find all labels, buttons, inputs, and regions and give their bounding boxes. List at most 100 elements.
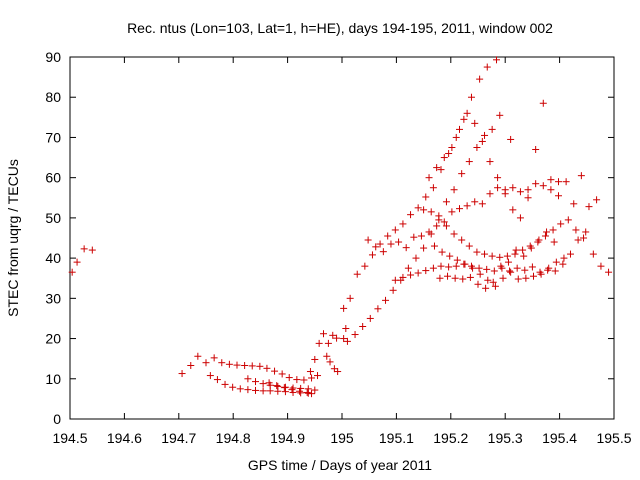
x-tick-label: 194.7 xyxy=(161,430,196,446)
data-point xyxy=(429,184,437,192)
data-point xyxy=(494,184,502,192)
data-point xyxy=(507,135,515,143)
data-point xyxy=(483,63,491,71)
data-point xyxy=(589,250,597,258)
data-point xyxy=(522,274,530,282)
data-point xyxy=(532,146,540,154)
data-point xyxy=(471,198,479,206)
data-point xyxy=(483,265,491,273)
data-point xyxy=(463,202,471,210)
data-point xyxy=(509,184,517,192)
data-point xyxy=(248,362,256,370)
data-point xyxy=(453,256,461,264)
x-tick-label: 195.5 xyxy=(596,430,631,446)
data-point xyxy=(496,253,504,261)
data-point xyxy=(524,186,532,194)
data-point xyxy=(486,158,494,166)
x-axis-ticks: 194.5 194.6 194.7 194.8 194.9 195 195.1 195.2 19… xyxy=(52,57,632,446)
data-point xyxy=(68,268,76,276)
data-point xyxy=(320,330,328,338)
x-tick-label: 194.8 xyxy=(216,430,251,446)
data-point xyxy=(605,268,613,276)
data-point xyxy=(484,276,492,284)
data-point xyxy=(440,154,448,162)
data-point xyxy=(425,174,433,182)
data-point xyxy=(475,264,483,272)
data-point xyxy=(471,119,479,127)
data-point xyxy=(528,263,536,271)
data-point xyxy=(296,387,304,395)
data-point xyxy=(244,375,252,383)
data-point xyxy=(422,267,430,275)
data-point xyxy=(570,200,578,208)
data-point xyxy=(425,228,433,236)
data-point xyxy=(446,252,454,260)
x-tick-label: 194.6 xyxy=(107,430,142,446)
data-point xyxy=(465,242,473,250)
data-point xyxy=(507,268,515,276)
data-point xyxy=(442,222,450,230)
data-point xyxy=(482,284,490,292)
data-point xyxy=(323,352,331,360)
data-point xyxy=(382,296,390,304)
data-point xyxy=(437,166,445,174)
data-point xyxy=(552,258,560,266)
data-point xyxy=(506,267,514,275)
data-point xyxy=(460,115,468,123)
data-point xyxy=(366,314,374,322)
data-point xyxy=(306,368,314,376)
data-point xyxy=(293,376,301,384)
data-point xyxy=(252,378,260,386)
data-point xyxy=(430,242,438,250)
data-point xyxy=(516,214,524,222)
data-point xyxy=(314,372,322,380)
data-point xyxy=(452,133,460,141)
data-point xyxy=(577,172,585,180)
y-tick-label: 40 xyxy=(45,250,61,266)
y-axis-ticks: 0 10 20 30 40 50 60 70 80 90 xyxy=(45,49,614,427)
data-point xyxy=(448,208,456,216)
data-point xyxy=(444,272,452,280)
y-tick-label: 60 xyxy=(45,170,61,186)
data-point xyxy=(308,374,316,382)
data-point xyxy=(481,131,489,139)
data-point xyxy=(187,362,195,370)
data-point xyxy=(574,236,582,244)
data-point xyxy=(437,262,445,270)
data-point xyxy=(346,294,354,302)
data-point xyxy=(233,361,241,369)
data-point xyxy=(440,218,448,226)
data-point xyxy=(308,390,316,398)
data-point xyxy=(489,278,497,286)
data-point xyxy=(458,236,466,244)
data-point xyxy=(340,335,348,343)
data-point xyxy=(384,232,392,240)
data-point xyxy=(497,262,505,270)
data-point xyxy=(303,388,311,396)
data-point xyxy=(488,125,496,133)
data-point xyxy=(585,203,593,211)
data-point xyxy=(551,267,559,275)
data-point xyxy=(202,359,210,367)
data-point xyxy=(288,386,296,394)
data-point xyxy=(537,270,545,278)
data-point xyxy=(519,246,527,254)
data-point xyxy=(572,226,580,234)
data-point xyxy=(433,222,441,230)
data-point xyxy=(256,362,264,370)
data-point xyxy=(326,358,334,366)
x-tick-label: 195 xyxy=(330,430,354,446)
data-point xyxy=(593,196,601,204)
data-point xyxy=(527,244,535,252)
data-point xyxy=(402,244,410,252)
data-point xyxy=(478,200,486,208)
data-point xyxy=(445,263,453,271)
data-point xyxy=(550,238,558,246)
data-point xyxy=(521,266,529,274)
data-point xyxy=(311,355,319,363)
data-point xyxy=(285,374,293,382)
data-point xyxy=(511,250,519,258)
data-point xyxy=(410,233,418,241)
x-tick-label: 195.3 xyxy=(488,430,523,446)
data-point xyxy=(329,331,337,339)
